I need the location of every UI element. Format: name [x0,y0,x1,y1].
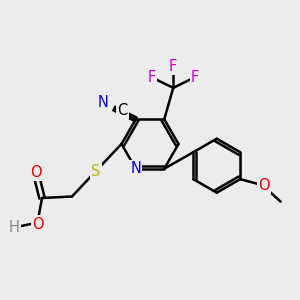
Text: O: O [258,178,270,193]
Text: S: S [91,164,101,178]
Text: F: F [148,70,156,85]
Text: C: C [117,103,128,118]
Text: N: N [130,161,141,176]
Text: F: F [191,70,199,85]
Text: N: N [97,95,108,110]
Text: F: F [169,59,177,74]
Text: H: H [9,220,20,235]
Text: O: O [30,165,42,180]
Text: O: O [32,217,43,232]
